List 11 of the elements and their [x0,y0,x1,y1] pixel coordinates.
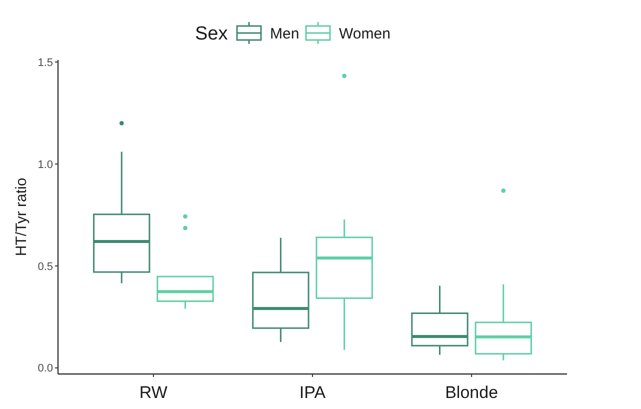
legend-title: Sex [195,24,228,45]
legend-label: Men [270,25,300,42]
x-tick-label: RW [139,383,168,402]
y-tick-label: 1.5 [38,56,53,69]
y-axis-title: HT/Tyr ratio [13,178,30,256]
y-tick-label: 0.5 [38,260,53,273]
y-tick-label: 1.0 [38,158,53,171]
x-tick-label: Blonde [445,383,498,402]
x-tick-label: IPA [299,383,326,402]
y-tick-label: 0.0 [38,362,53,375]
legend-label: Women [339,25,390,42]
